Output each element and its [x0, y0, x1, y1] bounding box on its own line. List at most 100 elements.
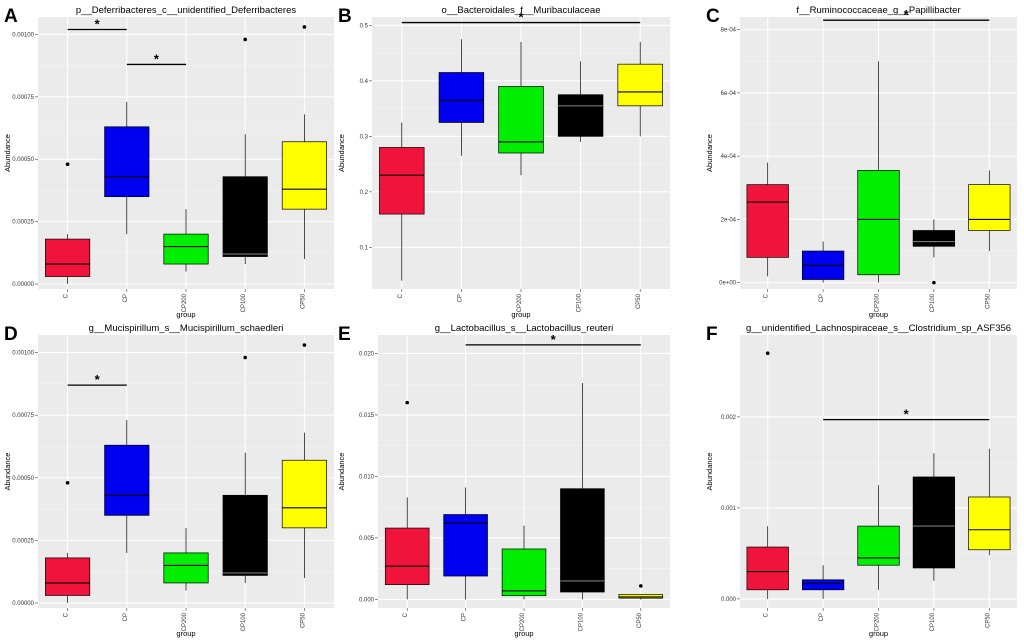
- box-cp100: [222, 37, 268, 265]
- x-tick-label: CP: [462, 613, 468, 621]
- x-tick-label: CP50: [636, 293, 642, 309]
- box-body: [104, 126, 150, 198]
- box-body: [222, 176, 268, 257]
- x-tick-label: C: [398, 293, 404, 298]
- box-cp100: [222, 355, 268, 583]
- box-c: [746, 351, 789, 599]
- box-body: [443, 514, 488, 577]
- box-body: [618, 594, 664, 599]
- box-cp50: [617, 41, 663, 137]
- box-cp200: [163, 209, 209, 272]
- significance-label: *: [904, 407, 910, 422]
- box-c: [746, 162, 789, 277]
- box-body: [281, 141, 327, 210]
- box-cp50: [968, 170, 1011, 252]
- x-tick-label: CP100: [241, 293, 247, 312]
- x-tick-label: CP200: [182, 612, 188, 631]
- panel-title: g__unidentified_Lachnospiraceae_s__Clost…: [746, 323, 1011, 334]
- panel-letter: C: [706, 6, 720, 27]
- y-axis-title: Abundance: [337, 134, 346, 172]
- box-cp: [104, 420, 150, 553]
- y-tick-label: 0.3: [360, 134, 369, 140]
- x-axis-title: group: [869, 629, 888, 638]
- box-cp200: [163, 527, 209, 591]
- box-body: [857, 525, 900, 566]
- x-tick-label: C: [764, 612, 770, 617]
- y-tick-label: 8e-04: [721, 28, 737, 34]
- box-body: [45, 238, 91, 277]
- box-body: [384, 527, 430, 585]
- y-tick-label: 0.00000: [12, 282, 34, 288]
- x-tick-label: CP50: [300, 612, 306, 628]
- box-body: [857, 170, 900, 276]
- box-cp100: [560, 382, 605, 600]
- x-tick-label: CP200: [520, 612, 526, 631]
- panel-title: p__Deferribacteres_c__unidentified_Defer…: [76, 5, 296, 16]
- x-axis-title: group: [176, 310, 195, 319]
- outlier-point: [932, 280, 936, 285]
- x-tick-label: CP: [457, 294, 463, 302]
- y-tick-label: 6e-04: [721, 91, 737, 97]
- panel-letter: D: [4, 324, 18, 345]
- box-c: [384, 400, 430, 600]
- outlier-point: [302, 343, 307, 347]
- box-cp200: [857, 61, 900, 283]
- x-tick-label: CP50: [300, 293, 306, 309]
- y-axis-title: Abundance: [3, 134, 12, 172]
- y-tick-label: 4e-04: [721, 154, 737, 160]
- x-tick-label: C: [764, 293, 770, 298]
- box-body: [438, 72, 485, 123]
- box-cp: [801, 565, 845, 599]
- y-tick-label: 0.010: [359, 474, 375, 480]
- y-axis-title: Abundance: [3, 453, 12, 491]
- x-tick-label: CP100: [578, 612, 584, 631]
- y-tick-label: 0.00100: [12, 351, 34, 357]
- x-axis-title: group: [514, 629, 533, 638]
- y-tick-label: 0.00025: [12, 538, 34, 544]
- box-c: [45, 162, 91, 285]
- outlier-point: [65, 480, 70, 485]
- box-body: [501, 548, 547, 597]
- box-cp: [438, 39, 485, 156]
- outlier-point: [243, 37, 247, 42]
- panel-letter: F: [706, 324, 718, 345]
- y-tick-label: 0.001: [721, 506, 737, 512]
- x-tick-label: CP200: [875, 293, 881, 312]
- significance-label: *: [95, 16, 101, 31]
- box-body: [45, 557, 91, 596]
- box-cp100: [912, 219, 956, 285]
- x-tick-label: CP50: [637, 612, 643, 628]
- x-tick-label: CP200: [182, 293, 188, 312]
- y-tick-label: 0.5: [360, 23, 369, 29]
- box-body: [498, 86, 544, 154]
- x-tick-label: CP: [123, 294, 129, 302]
- x-tick-label: CP100: [930, 612, 936, 631]
- box-cp100: [912, 453, 956, 581]
- panel-title: g__Lactobacillus_s__Lactobacillus_reuter…: [435, 323, 614, 334]
- y-axis-title: Abundance: [705, 134, 714, 172]
- x-axis-title: group: [176, 629, 195, 638]
- y-tick-label: 0.005: [359, 536, 375, 542]
- y-tick-label: 2e-04: [721, 217, 737, 223]
- box-body: [912, 230, 956, 247]
- panel-title: f__Ruminococcaceae_g__Papillibacter: [796, 5, 960, 16]
- box-cp50: [618, 584, 664, 600]
- x-tick-label: CP100: [241, 612, 247, 631]
- y-tick-label: 0.00075: [12, 95, 34, 101]
- box-body: [163, 552, 209, 584]
- box-body: [379, 147, 425, 215]
- box-cp200: [498, 41, 544, 176]
- x-tick-label: CP100: [577, 293, 583, 312]
- x-axis-title: group: [511, 310, 530, 319]
- y-tick-label: 0.00100: [12, 32, 34, 38]
- box-cp100: [557, 61, 604, 142]
- box-body: [968, 496, 1011, 551]
- box-cp50: [281, 343, 327, 578]
